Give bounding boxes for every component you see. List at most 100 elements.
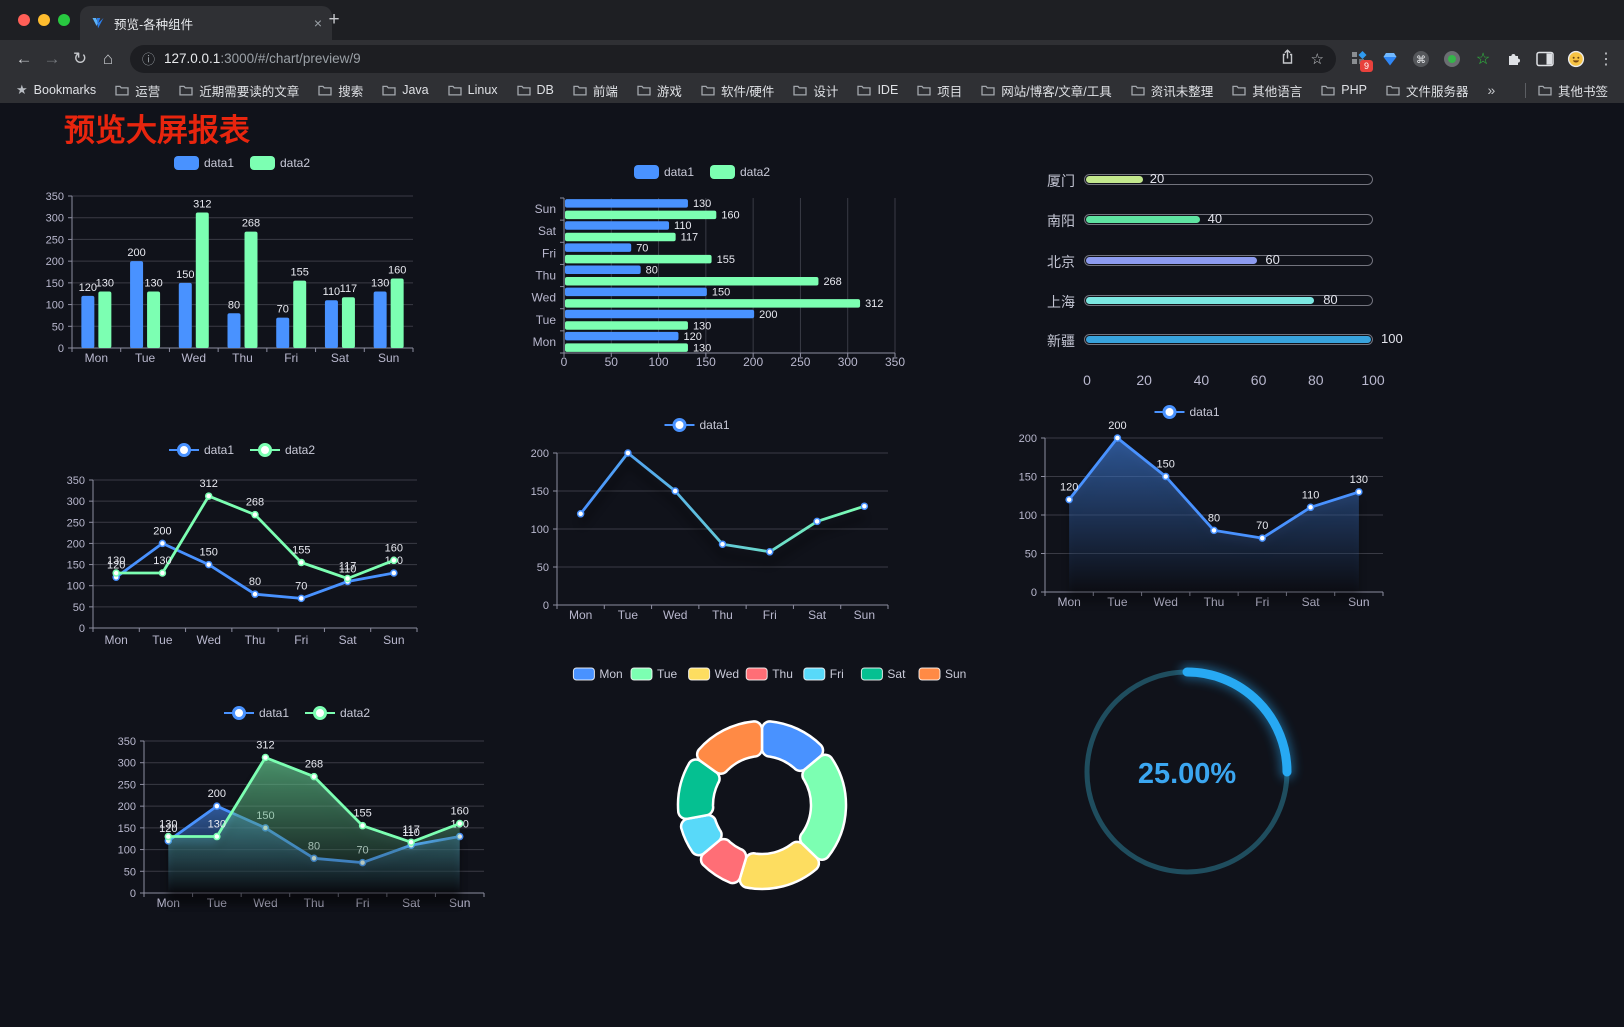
pie-slice-Fri (679, 813, 723, 857)
bookmark-item[interactable]: 其他语言 (1232, 81, 1302, 100)
bookmarks-overflow-chevron[interactable]: » (1487, 82, 1496, 98)
svg-text:0: 0 (130, 888, 136, 900)
tab-close-icon[interactable]: × (313, 15, 322, 31)
svg-text:data1: data1 (259, 706, 289, 720)
browser-tab[interactable]: 预览-各种组件 × (80, 6, 332, 40)
svg-text:117: 117 (402, 824, 420, 836)
bookmark-item[interactable]: 搜索 (318, 81, 363, 100)
svg-text:Wed: Wed (715, 667, 739, 681)
address-bar[interactable]: ⓘ 127.0.0.1:3000/#/chart/preview/9 ☆ (130, 44, 1336, 73)
bookmark-item[interactable]: 前端 (573, 81, 618, 100)
svg-text:0: 0 (543, 600, 549, 612)
ext-command-icon[interactable]: ⌘ (1412, 50, 1430, 68)
two-series-area-chart[interactable]: data1data2050100150200250300350MonTueWed… (100, 672, 500, 922)
bookmark-item[interactable]: 游戏 (637, 81, 682, 100)
svg-text:100: 100 (531, 524, 549, 536)
gauge-chart[interactable]: 25.00% (1077, 660, 1307, 888)
extensions-puzzle-icon[interactable] (1505, 50, 1523, 68)
profile-avatar[interactable] (1567, 50, 1585, 68)
bookmark-item[interactable]: 资讯未整理 (1131, 81, 1213, 100)
back-icon[interactable]: ← (15, 48, 33, 68)
svg-text:110: 110 (339, 563, 357, 575)
folder-icon (857, 85, 872, 96)
progress-label: 上海 (1047, 294, 1075, 310)
svg-text:50: 50 (605, 355, 619, 369)
window-minimize-button[interactable] (38, 14, 50, 26)
bookmark-item[interactable]: 运营 (115, 81, 160, 100)
svg-text:268: 268 (823, 276, 841, 288)
progress-bar-chart[interactable]: 厦门 20 南阳 40 北京 60 上海 80 新疆 100 0 20 40 60 80 100 (1000, 160, 1403, 392)
share-icon[interactable] (1280, 48, 1295, 69)
folder-icon (516, 85, 531, 96)
series-data1 (576, 449, 869, 556)
folder-icon (701, 85, 715, 96)
legend-item: data1 (664, 418, 730, 432)
svg-text:117: 117 (339, 561, 357, 573)
svg-text:150: 150 (1019, 472, 1037, 484)
forward-icon[interactable]: → (43, 48, 61, 68)
bookmarks-root[interactable]: ★ Bookmarks (16, 82, 96, 98)
menu-icon[interactable]: ⋮ (1598, 50, 1614, 68)
extension-badge: 9 (1360, 59, 1373, 72)
legend-item: Fri (803, 667, 844, 681)
legend-item: Thu (745, 667, 793, 681)
bookmark-item[interactable]: 文件服务器 (1386, 81, 1468, 100)
svg-text:110: 110 (323, 286, 341, 298)
x-axis: Mon Tue Wed Thu Fri Sat Sun (556, 604, 889, 622)
svg-text:200: 200 (1019, 433, 1037, 445)
progress-fill (1086, 297, 1314, 304)
svg-text:160: 160 (451, 806, 469, 818)
svg-text:Mon: Mon (85, 351, 108, 365)
bookmark-item[interactable]: 网站/博客/文章/工具 (981, 81, 1112, 100)
reload-icon[interactable]: ↻ (72, 48, 88, 68)
other-bookmarks[interactable]: 其他书签 (1538, 81, 1608, 100)
pie-slice-Tue (798, 753, 848, 861)
new-tab-button[interactable]: + (328, 9, 340, 30)
bookmark-item[interactable]: DB (516, 81, 554, 100)
svg-text:Fri: Fri (284, 351, 298, 365)
svg-text:Sat: Sat (887, 667, 906, 681)
horizontal-bar-chart[interactable]: data1 data2 0 50 100 150 200 250 300 350 Sun Sat Fri… (505, 158, 905, 373)
svg-text:150: 150 (118, 823, 136, 835)
single-series-area-chart[interactable]: data1050100150200MonTueWedThuFriSatSun12… (985, 388, 1395, 616)
bookmark-item[interactable]: 项目 (917, 81, 962, 100)
bookmark-item[interactable]: 设计 (793, 81, 838, 100)
bookmark-item[interactable]: 软件/硬件 (701, 81, 774, 100)
home-icon[interactable]: ⌂ (102, 48, 114, 68)
svg-text:130: 130 (96, 278, 114, 290)
folder-icon (115, 85, 129, 96)
series-data1: 120 200 150 80 70 110 130 (79, 247, 389, 348)
bookmark-item[interactable]: Linux (447, 81, 498, 100)
svg-text:Wed: Wed (532, 291, 556, 305)
svg-text:Fri: Fri (830, 667, 844, 681)
svg-text:data1: data1 (204, 443, 234, 457)
site-info-icon[interactable]: ⓘ (142, 52, 156, 67)
svg-text:300: 300 (67, 496, 85, 508)
bookmark-item[interactable]: PHP (1321, 81, 1367, 100)
window-close-button[interactable] (18, 14, 30, 26)
progress-label: 北京 (1047, 254, 1075, 270)
bookmark-item[interactable]: 近期需要读的文章 (179, 81, 299, 100)
legend-item: Sun (918, 667, 966, 681)
grouped-bar-chart[interactable]: data1 data2 0 50 100 150 200 250 300 350 Mon Tue Wed… (45, 148, 445, 374)
y-axis: 0 50 100 150 200 250 300 350 (46, 191, 413, 355)
two-series-line-chart[interactable]: data1 data2 0 50 100 150 200 250 300 350 Mon Tue Wed… (45, 428, 445, 656)
svg-text:350: 350 (46, 191, 64, 203)
ext-record-icon[interactable] (1443, 50, 1461, 68)
gradient-line-chart[interactable]: data1 0 50 100 150 200 Mon Tue Wed Thu Fri Sat Sun (500, 400, 900, 628)
tab-strip: 预览-各种组件 × + (0, 0, 1624, 40)
progress-value: 80 (1323, 292, 1338, 307)
ext-gem-icon[interactable] (1381, 50, 1399, 68)
bookmark-item[interactable]: IDE (857, 81, 898, 100)
legend-item: data2 (305, 706, 370, 720)
ext-star-icon[interactable]: ☆ (1475, 50, 1491, 68)
svg-text:Thu: Thu (772, 667, 793, 681)
bookmark-star-icon[interactable]: ☆ (1310, 50, 1324, 68)
window-zoom-button[interactable] (58, 14, 70, 26)
ext-grid-icon[interactable]: 9 (1350, 50, 1373, 72)
donut-pie-chart[interactable]: Mon Tue Wed Thu Fri Sat Sun (560, 650, 980, 900)
side-panel-icon[interactable] (1536, 50, 1554, 68)
svg-text:250: 250 (790, 355, 810, 369)
progress-fill (1086, 176, 1143, 183)
bookmark-item[interactable]: Java (382, 81, 429, 100)
